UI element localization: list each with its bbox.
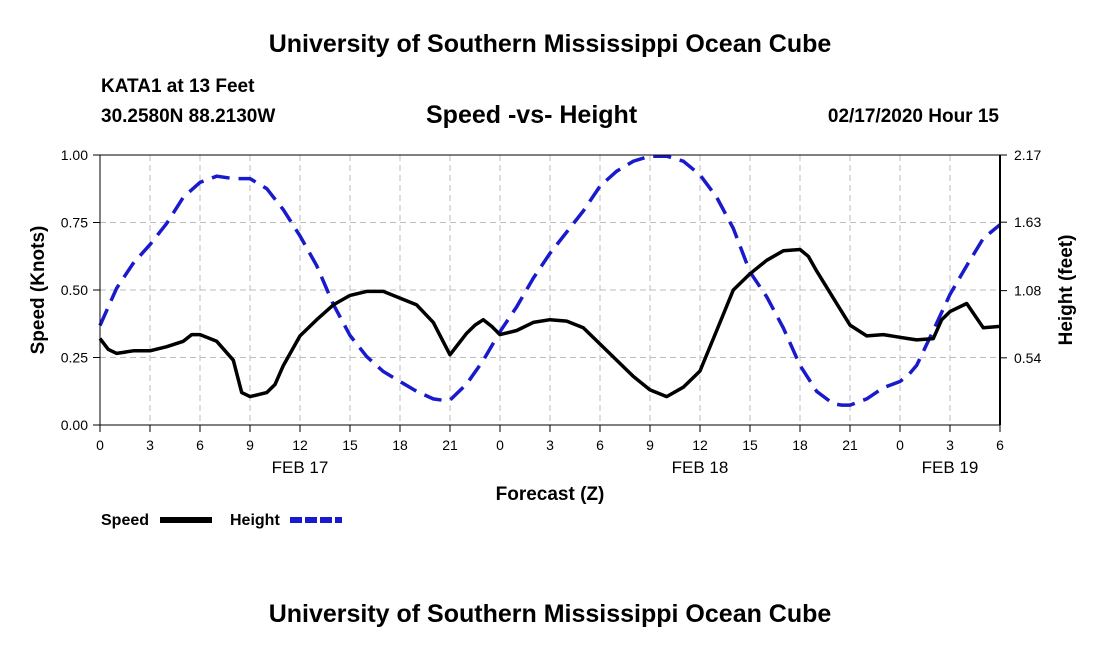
height-series-line bbox=[98, 154, 1002, 407]
legend-height-label: Height bbox=[230, 512, 280, 529]
y-axis-title: Speed (Knots) bbox=[28, 226, 49, 355]
x-tick-label: 12 bbox=[692, 437, 708, 453]
grid-lines bbox=[100, 155, 1000, 425]
y-tick-label: 0.00 bbox=[61, 417, 88, 433]
x-tick-label: 21 bbox=[842, 437, 858, 453]
station-label: KATA1 at 13 Feet bbox=[101, 76, 255, 97]
x-tick-label: 9 bbox=[646, 437, 654, 453]
speed-series-line bbox=[98, 247, 1001, 399]
date-label: FEB 18 bbox=[672, 458, 729, 477]
series-layer bbox=[98, 154, 1002, 407]
x-tick-label: 0 bbox=[96, 437, 104, 453]
y2-tick-label: 1.08 bbox=[1014, 283, 1041, 299]
legend-speed-label: Speed bbox=[101, 512, 149, 529]
x-tick-label: 9 bbox=[246, 437, 254, 453]
x-tick-label: 21 bbox=[442, 437, 458, 453]
y-tick-label: 0.50 bbox=[61, 282, 88, 298]
x-tick-label: 0 bbox=[896, 437, 904, 453]
x-tick-label: 3 bbox=[146, 437, 154, 453]
station-coordinates: 30.2580N 88.2130W bbox=[101, 106, 276, 127]
date-label: FEB 19 bbox=[922, 458, 979, 477]
page-title: University of Southern Mississippi Ocean… bbox=[268, 30, 832, 58]
y2-tick-label: 0.54 bbox=[1014, 350, 1041, 366]
footer-title: University of Southern Mississippi Ocean… bbox=[268, 600, 832, 628]
x-tick-label: 3 bbox=[946, 437, 954, 453]
x-tick-label: 12 bbox=[292, 437, 308, 453]
forecast-datetime: 02/17/2020 Hour 15 bbox=[827, 106, 999, 127]
y2-axis-title: Height (feet) bbox=[1056, 235, 1077, 346]
legend: Speed Height bbox=[101, 512, 342, 529]
chart-title: Speed -vs- Height bbox=[426, 101, 638, 129]
x-tick-label: 15 bbox=[742, 437, 758, 453]
axes-layer: 0 3 6 9 12 15 18 21 0 3 6 9 12 15 18 21 0 3 6 0.00 0.25 0.50 0… bbox=[61, 147, 1042, 477]
x-axis-title: Forecast (Z) bbox=[496, 484, 605, 505]
date-label: FEB 17 bbox=[272, 458, 329, 477]
y2-tick-label: 2.17 bbox=[1014, 147, 1041, 163]
x-tick-label: 6 bbox=[996, 437, 1004, 453]
x-tick-label: 0 bbox=[496, 437, 504, 453]
y2-tick-label: 1.63 bbox=[1014, 214, 1041, 230]
x-tick-label: 15 bbox=[342, 437, 358, 453]
y-tick-label: 1.00 bbox=[61, 147, 88, 163]
x-tick-label: 3 bbox=[546, 437, 554, 453]
y-tick-label: 0.25 bbox=[61, 350, 88, 366]
y-tick-label: 0.75 bbox=[61, 215, 88, 231]
x-tick-label: 6 bbox=[596, 437, 604, 453]
x-tick-label: 18 bbox=[392, 437, 408, 453]
x-tick-label: 18 bbox=[792, 437, 808, 453]
x-tick-label: 6 bbox=[196, 437, 204, 453]
